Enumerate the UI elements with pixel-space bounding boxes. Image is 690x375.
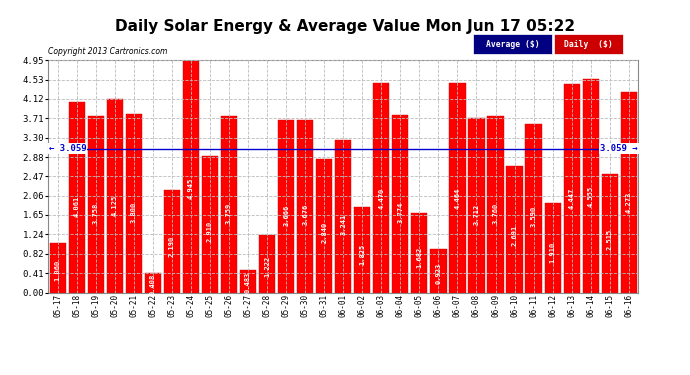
Bar [335,140,351,292]
Bar [411,213,428,292]
Bar [88,116,104,292]
Text: 3.800: 3.800 [131,201,137,223]
Bar [564,84,580,292]
Text: 1.682: 1.682 [416,246,422,268]
Text: 3.758: 3.758 [93,202,99,224]
Bar [145,273,161,292]
Text: Daily  ($): Daily ($) [564,40,613,49]
Bar [393,115,408,292]
Text: 1.222: 1.222 [264,256,270,277]
Text: 3.712: 3.712 [473,203,480,225]
Text: 3.759: 3.759 [226,202,232,223]
Bar [221,116,237,292]
Text: 1.060: 1.060 [55,260,61,281]
Text: 2.691: 2.691 [511,225,518,246]
Text: 2.515: 2.515 [607,229,613,250]
Bar [373,82,389,292]
Bar [582,78,599,292]
Bar [602,174,618,292]
Text: 4.447: 4.447 [569,188,575,209]
Bar [506,166,522,292]
Text: 4.945: 4.945 [188,177,194,199]
Bar [69,102,85,292]
Text: 4.470: 4.470 [378,188,384,209]
Text: 4.061: 4.061 [74,196,80,217]
Bar [50,243,66,292]
Text: 3.059 →: 3.059 → [600,144,638,153]
Bar [487,116,504,292]
Text: 4.273: 4.273 [626,192,632,213]
Bar [202,156,218,292]
Text: 3.760: 3.760 [493,202,498,223]
Text: 3.676: 3.676 [302,204,308,225]
Bar [526,124,542,292]
Text: 0.483: 0.483 [245,272,251,293]
Bar [278,120,294,292]
Text: 3.590: 3.590 [531,206,537,227]
Text: Average ($): Average ($) [486,40,539,49]
Bar [316,159,333,292]
Bar [126,114,142,292]
Bar [354,207,371,292]
Text: 3.241: 3.241 [340,213,346,235]
Text: 0.408: 0.408 [150,273,156,294]
Bar [259,235,275,292]
Text: 2.190: 2.190 [169,236,175,257]
Bar [431,249,446,292]
Bar [469,118,484,292]
Bar [107,99,123,292]
Text: 1.825: 1.825 [359,243,365,264]
Text: 4.464: 4.464 [455,188,460,209]
Text: 2.840: 2.840 [322,222,327,243]
Bar [183,60,199,292]
Text: Copyright 2013 Cartronics.com: Copyright 2013 Cartronics.com [48,47,168,56]
Text: 0.923: 0.923 [435,262,442,284]
Bar [297,120,313,292]
Text: 4.125: 4.125 [112,195,118,216]
Text: 3.666: 3.666 [283,204,289,226]
Text: ← 3.059: ← 3.059 [49,144,86,153]
Text: 2.910: 2.910 [207,220,213,242]
Bar [449,83,466,292]
Bar [620,92,637,292]
Bar [240,270,256,292]
Bar [164,190,180,292]
Text: 4.555: 4.555 [588,186,593,207]
Text: 1.910: 1.910 [550,242,555,263]
Text: 3.774: 3.774 [397,202,404,223]
Bar [544,203,561,292]
Text: Daily Solar Energy & Average Value Mon Jun 17 05:22: Daily Solar Energy & Average Value Mon J… [115,19,575,34]
